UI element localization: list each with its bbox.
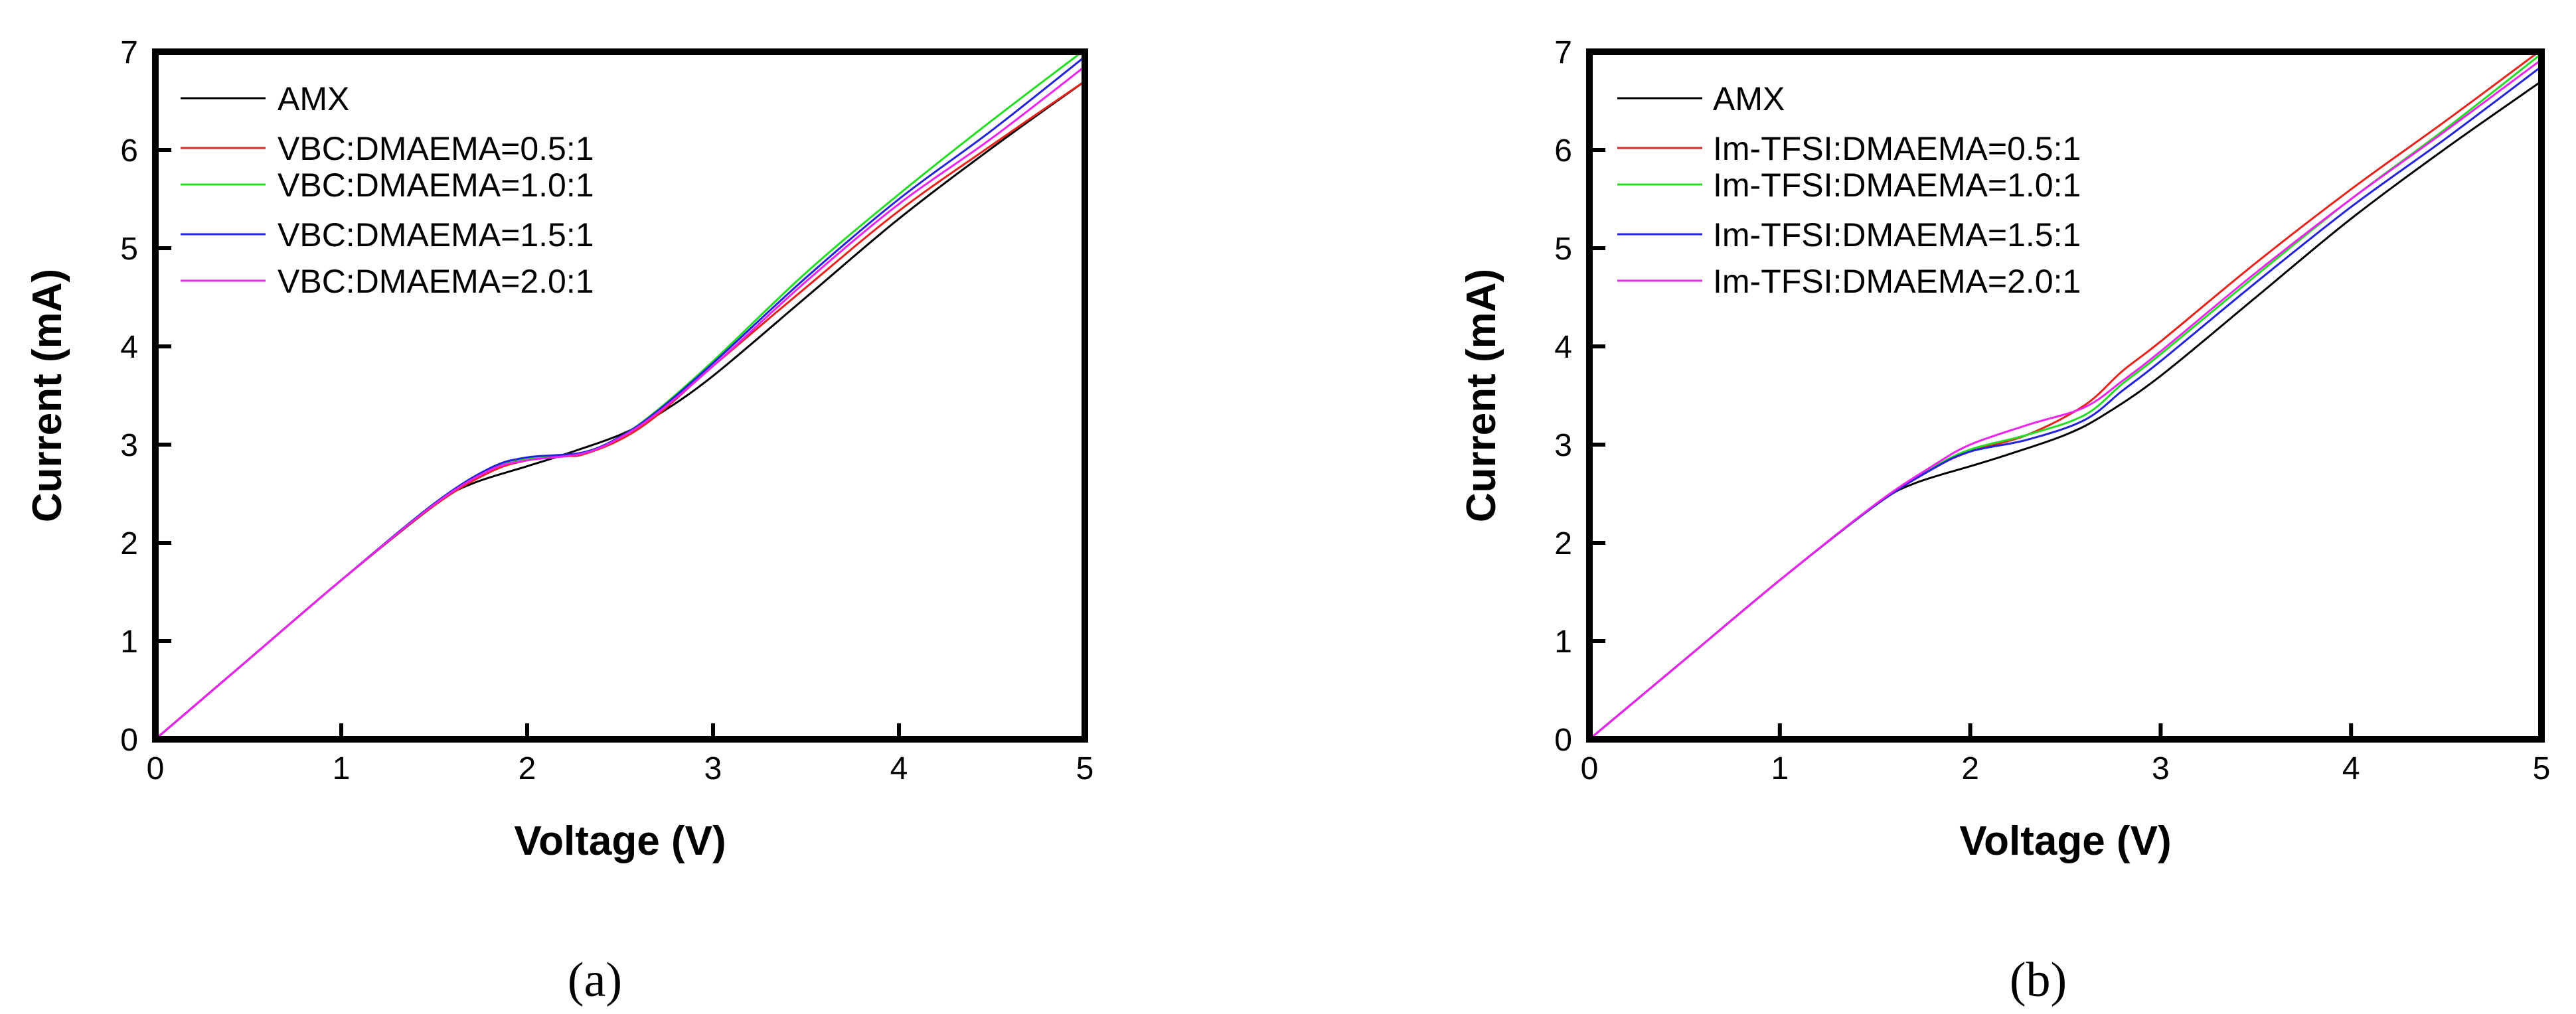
panel-a-y-tick-label: 1 [120,624,138,660]
panel-b-legend-label: Im-TFSI:DMAEMA=1.5:1 [1713,216,2081,254]
panel-a-legend-label: VBC:DMAEMA=2.0:1 [278,263,594,300]
panel-a-y-tick-label: 5 [120,232,138,267]
panel-a-ticks [153,50,1087,741]
panel-a-x-tick-label: 0 [147,751,165,786]
panel-b-x-tick-label: 3 [2152,751,2170,786]
panel-b-y-tick-label: 7 [1554,35,1572,70]
panel-b-x-tick-label: 0 [1581,751,1599,786]
panel-a-x-tick-label: 3 [704,751,722,786]
panel-b-x-tick-label: 5 [2533,751,2551,786]
panel-b-legend-label: AMX [1713,80,1785,117]
panel-b-y-tick-label: 5 [1554,232,1572,267]
panel-a-series-line-4 [155,66,1086,741]
panel-b-series-line-4 [1589,58,2542,741]
panel-a-label: (a) [568,953,622,1007]
panel-a-y-tick-label: 4 [120,330,138,365]
panel-b-legend-label: Im-TFSI:DMAEMA=0.5:1 [1713,130,2081,167]
panel-b-curves [1589,48,2542,741]
panel-b-legend-label: Im-TFSI:DMAEMA=2.0:1 [1713,263,2081,300]
panel-b-x-tick-label: 1 [1771,751,1789,786]
panel-b-y-tick-label: 0 [1554,723,1572,758]
panel-a-legend-label: AMX [278,80,349,117]
panel-a-legend-label: VBC:DMAEMA=0.5:1 [278,130,594,167]
panel-b-x-tick-label: 4 [2342,751,2360,786]
panel-a-y-tick-label: 2 [120,526,138,561]
panel-a-x-tick-label: 1 [333,751,351,786]
panel-b-x-tick-label: 2 [1961,751,1979,786]
panel-a-y-tick-label: 0 [120,723,138,758]
panel-a-plot-frame [152,48,1088,743]
panel-a-legend: AMX VBC:DMAEMA=0.5:1 VBC:DMAEMA=1.0:1 VB… [181,80,594,300]
panel-a-x-tick-label: 5 [1076,751,1094,786]
panel-a-x-tick-label: 2 [519,751,536,786]
panel-a-y-axis-title: Current (mA) [25,269,70,522]
panel-b-y-tick-label: 4 [1554,330,1572,365]
panel-a-x-axis-title: Voltage (V) [514,818,726,864]
panel-b-y-axis-title: Current (mA) [1459,269,1504,522]
panel-b-y-tick-label: 6 [1554,133,1572,169]
panel-b-y-tick-label: 1 [1554,624,1572,660]
panel-b-y-tick-label: 2 [1554,526,1572,561]
panel-a-y-tick-label: 6 [120,133,138,169]
chart-panel-b: 0 1 2 3 4 5 0 1 2 3 4 5 6 7 Voltage (V) … [1459,35,2550,1007]
panel-a-legend-label: VBC:DMAEMA=1.5:1 [278,216,594,254]
panel-a-curves [155,48,1086,741]
panel-a-y-tick-label: 3 [120,428,138,463]
panel-b-plot-frame [1586,48,2545,743]
panel-a-legend-label: VBC:DMAEMA=1.0:1 [278,167,594,204]
panel-a-y-tick-label: 7 [120,35,138,70]
panel-b-y-tick-label: 3 [1554,428,1572,463]
panel-b-legend: AMX Im-TFSI:DMAEMA=0.5:1 Im-TFSI:DMAEMA=… [1617,80,2081,300]
panel-b-legend-label: Im-TFSI:DMAEMA=1.0:1 [1713,167,2081,204]
chart-panel-a: 0 1 2 3 4 5 0 1 2 3 4 5 6 7 Voltage (V) … [25,35,1093,1007]
panel-b-x-axis-title: Voltage (V) [1959,818,2171,864]
panel-b-ticks [1587,50,2543,741]
panel-a-x-tick-label: 4 [890,751,908,786]
panel-b-label: (b) [2010,953,2067,1007]
